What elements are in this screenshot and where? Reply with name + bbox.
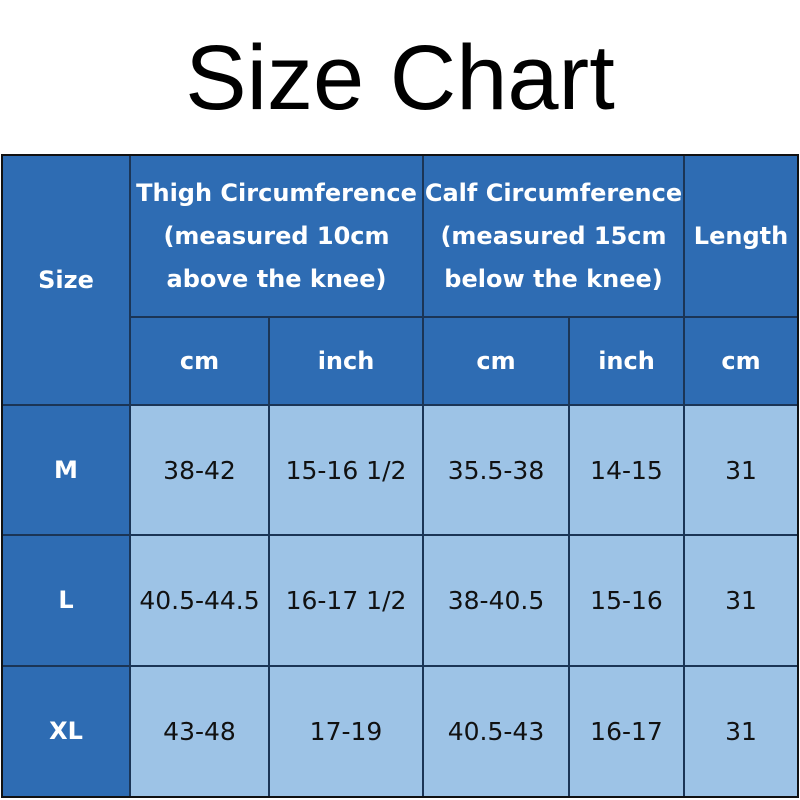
unit-header: cm: [130, 317, 269, 405]
size-cell: XL: [2, 666, 130, 797]
cell-text: M: [54, 455, 78, 484]
data-cell: 40.5-44.5: [130, 535, 269, 666]
data-cell: 35.5-38: [423, 405, 569, 535]
unit-header: inch: [269, 317, 423, 405]
header-text: below the knee): [444, 264, 663, 293]
cell-text: 17-19: [309, 717, 383, 746]
cell-text: 38-40.5: [447, 586, 545, 615]
data-cell: 38-40.5: [423, 535, 569, 666]
cell-text: 43-48: [163, 717, 236, 746]
header-text: (measured 10cm: [163, 221, 390, 250]
size-cell: M: [2, 405, 130, 535]
data-cell: 31: [684, 535, 798, 666]
cell-text: 40.5-43: [447, 717, 545, 746]
cell-text: L: [58, 586, 74, 614]
data-cell: 31: [684, 666, 798, 797]
header-text: (measured 15cm: [440, 221, 667, 250]
cell-text: 14-15: [590, 455, 663, 485]
unit-text: inch: [598, 346, 655, 375]
data-cell: 14-15: [569, 405, 684, 535]
data-cell: 38-42: [130, 405, 269, 535]
data-cell: 43-48: [130, 666, 269, 797]
cell-text: 31: [725, 586, 757, 615]
unit-text: cm: [476, 346, 516, 375]
data-cell: 40.5-43: [423, 666, 569, 797]
header-text: Size: [38, 265, 94, 294]
cell-text: 16-17: [590, 717, 663, 746]
title: Size Chart: [185, 27, 615, 129]
data-cell: 16-17 1/2: [269, 535, 423, 666]
unit-text: cm: [721, 346, 761, 375]
cell-text: 38-42: [163, 455, 236, 485]
data-cell: 15-16: [569, 535, 684, 666]
header-text: Length: [693, 221, 789, 250]
cell-text: 31: [725, 717, 757, 746]
data-cell: 17-19: [269, 666, 423, 797]
data-cell: 15-16 1/2: [269, 405, 423, 535]
cell-text: 40.5-44.5: [139, 586, 260, 615]
header-text: above the knee): [166, 264, 387, 293]
size-cell: L: [2, 535, 130, 666]
cell-text: 31: [725, 455, 757, 485]
unit-text: inch: [317, 346, 375, 375]
size-header: Size: [2, 155, 130, 405]
unit-header: inch: [569, 317, 684, 405]
cell-text: 16-17 1/2: [285, 586, 407, 615]
header-text: Calf Circumference: [424, 178, 683, 207]
data-cell: 31: [684, 405, 798, 535]
cell-text: 35.5-38: [447, 455, 545, 485]
group-header: Thigh Circumference (measured 10cm above t…: [130, 155, 423, 317]
cell-text: 15-16: [590, 586, 663, 615]
cell-text: XL: [49, 717, 83, 745]
group-header: Length: [684, 155, 798, 317]
unit-header: cm: [684, 317, 798, 405]
data-cell: 16-17: [569, 666, 684, 797]
unit-header: cm: [423, 317, 569, 405]
unit-text: cm: [179, 346, 220, 375]
group-header: Calf Circumference (measured 15cm below th…: [423, 155, 684, 317]
cell-text: 15-16 1/2: [285, 455, 407, 485]
header-text: Thigh Circumference: [136, 178, 417, 207]
